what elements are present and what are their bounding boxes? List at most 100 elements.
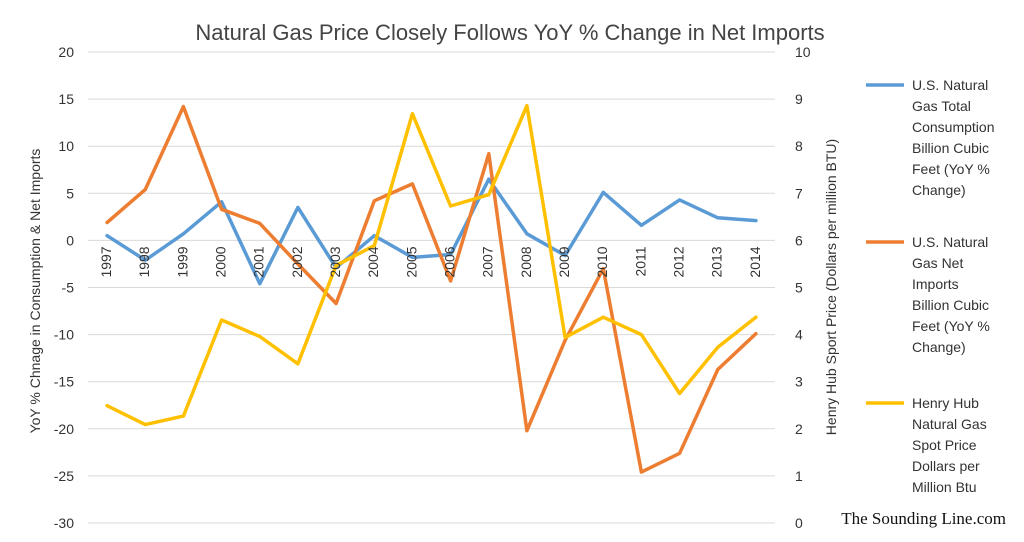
data-point [220,207,224,211]
y-tick-label: -15 [54,374,74,390]
x-axis-ticks: 1997 1998 1999 2000 2001 2002 2003 2004 2005 2006… [98,246,763,277]
data-point [181,414,185,418]
y2-tick-label: 8 [795,138,803,154]
legend-label: Billion Cubic [912,140,989,156]
data-point [563,335,567,339]
data-point [563,253,567,257]
data-point [296,362,300,366]
x-tick-label: 2014 [747,246,763,277]
data-point [449,204,453,208]
legend-label: Billion Cubic [912,297,989,313]
data-point [105,221,109,225]
data-point [143,258,147,262]
x-tick-label: 2007 [480,246,496,277]
data-point [258,334,262,338]
data-point [296,205,300,209]
y-tick-label: 20 [58,44,74,60]
series-2 [105,104,758,474]
y2-tick-label: 9 [795,91,803,107]
chart-title: Natural Gas Price Closely Follows YoY % … [195,20,824,45]
legend-label: Natural Gas [912,416,987,432]
legend-label: Change) [912,339,966,355]
left-axis-ticks: 20 15 10 5 0 -5 -10 -15 -20 -25 -30 [54,44,74,531]
legend-label: Feet (YoY % [912,318,990,334]
data-point [181,232,185,236]
data-point [105,234,109,238]
data-point [563,338,567,342]
data-point [334,302,338,306]
watermark: The Sounding Line.com [841,509,1006,528]
y-tick-label: 0 [66,232,74,248]
y2-tick-label: 2 [795,421,803,437]
y2-tick-label: 4 [795,327,803,343]
data-point [410,182,414,186]
data-point [639,223,643,227]
x-tick-label: 2001 [251,246,267,277]
data-point [716,367,720,371]
data-point [754,332,758,336]
gridlines [88,51,775,524]
x-tick-label: 2008 [518,246,534,277]
y-axis-title: YoY % Chnage in Consumption & Net Import… [27,149,43,434]
data-point [601,315,605,319]
data-point [410,112,414,116]
data-point [143,188,147,192]
data-point [678,451,682,455]
legend-label: Million Btu [912,479,977,495]
y-tick-label: -5 [62,280,75,296]
y2-tick-label: 5 [795,280,803,296]
data-point [143,423,147,427]
y-tick-label: 5 [66,185,74,201]
y-tick-label: -25 [54,468,74,484]
x-tick-label: 2011 [632,246,648,276]
data-point [487,177,491,181]
y2-tick-label: 10 [795,44,811,60]
x-tick-label: 2012 [671,246,687,277]
data-point [525,232,529,236]
data-point [678,391,682,395]
x-tick-label: 1999 [174,246,190,277]
data-point [525,429,529,433]
data-point [754,315,758,319]
data-point [639,470,643,474]
y-tick-label: -20 [54,421,74,437]
series-lines [105,103,758,474]
y-tick-label: -30 [54,515,74,531]
legend-label: Gas Total [912,98,971,114]
data-point [372,199,376,203]
y-tick-label: 15 [58,91,74,107]
data-point [716,216,720,220]
x-tick-label: 2005 [403,246,419,277]
data-point [754,219,758,223]
data-point [449,279,453,283]
legend-label: Imports [912,276,959,292]
x-tick-label: 2000 [213,246,229,277]
data-point [487,193,491,197]
x-tick-label: 2013 [709,246,725,277]
data-point [181,105,185,109]
legend-item: Henry Hub Natural Gas Spot Price Dollars pe… [866,395,987,495]
legend-label: Change) [912,182,966,198]
y-tick-label: -10 [54,327,74,343]
legend-label: Henry Hub [912,395,979,411]
legend-label: U.S. Natural [912,234,988,250]
data-point [487,152,491,156]
x-tick-label: 2009 [556,246,572,277]
x-tick-label: 1998 [136,246,152,277]
series-line [105,104,758,474]
legend-label: U.S. Natural [912,77,988,93]
data-point [410,255,414,259]
data-point [258,221,262,225]
data-point [258,282,262,286]
data-point [601,190,605,194]
data-point [525,104,529,108]
y2-tick-label: 1 [795,468,803,484]
x-tick-label: 2003 [327,246,343,277]
data-point [220,318,224,322]
data-point [334,263,338,267]
x-tick-label: 2004 [365,246,381,277]
data-point [678,198,682,202]
legend-label: Feet (YoY % [912,161,990,177]
